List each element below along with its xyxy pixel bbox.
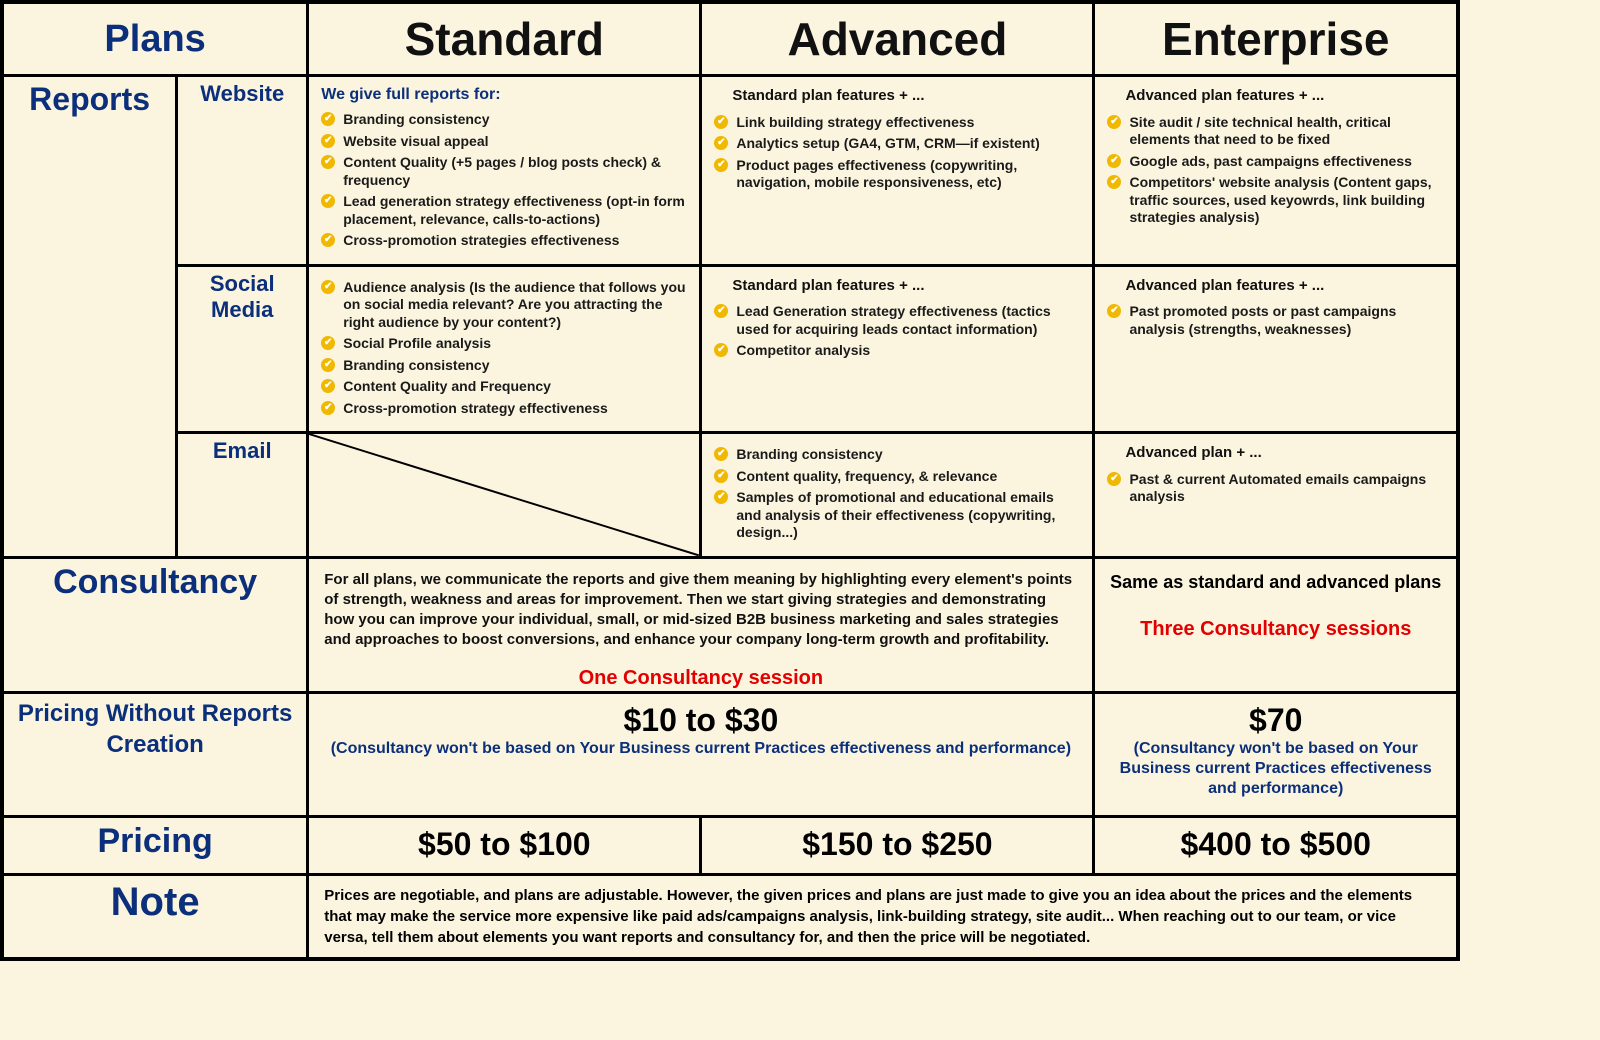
list-item: Branding consistency xyxy=(714,446,1080,464)
list-item: Samples of promotional and educational e… xyxy=(714,489,1080,542)
pricing-without-label: Pricing Without Reports Creation xyxy=(2,692,308,816)
reports-email-row: Email Branding consistency Content qualit… xyxy=(2,433,1458,558)
website-standard-list: Branding consistency Website visual appea… xyxy=(321,111,687,250)
tier-enterprise-header: Enterprise xyxy=(1094,2,1458,76)
pricing-row: Pricing $50 to $100 $150 to $250 $400 to… xyxy=(2,816,1458,874)
note-text: Prices are negotiable, and plans are adj… xyxy=(310,877,1455,956)
website-standard-cell: We give full reports for: Branding consi… xyxy=(308,76,701,266)
note-label: Note xyxy=(2,874,308,959)
pricing-without-ent-note: (Consultancy won't be based on Your Busi… xyxy=(1099,739,1452,805)
email-enterprise-list: Past & current Automated emails campaign… xyxy=(1107,471,1444,506)
pricing-without-ent-price: $70 xyxy=(1099,702,1452,739)
website-enterprise-lead: Advanced plan features + ... xyxy=(1125,87,1444,106)
list-item: Website visual appeal xyxy=(321,133,687,151)
list-item: Past & current Automated emails campaign… xyxy=(1107,471,1444,506)
social-advanced-lead: Standard plan features + ... xyxy=(732,277,1080,296)
social-sublabel: Social Media xyxy=(177,265,308,433)
list-item: Content Quality (+5 pages / blog posts c… xyxy=(321,154,687,189)
social-advanced-list: Lead Generation strategy effectiveness (… xyxy=(714,303,1080,360)
website-enterprise-cell: Advanced plan features + ... Site audit … xyxy=(1094,76,1458,266)
note-cell: Prices are negotiable, and plans are adj… xyxy=(308,874,1458,959)
email-standard-na-cell xyxy=(308,433,701,558)
pricing-standard: $50 to $100 xyxy=(308,816,701,874)
website-enterprise-list: Site audit / site technical health, crit… xyxy=(1107,114,1444,227)
social-standard-cell: Audience analysis (Is the audience that … xyxy=(308,265,701,433)
list-item: Content quality, frequency, & relevance xyxy=(714,468,1080,486)
list-item: Product pages effectiveness (copywriting… xyxy=(714,157,1080,192)
list-item: Competitors' website analysis (Content g… xyxy=(1107,174,1444,227)
email-enterprise-cell: Advanced plan + ... Past & current Autom… xyxy=(1094,433,1458,558)
social-enterprise-lead: Advanced plan features + ... xyxy=(1125,277,1444,296)
website-advanced-list: Link building strategy effectiveness Anal… xyxy=(714,114,1080,192)
list-item: Lead generation strategy effectiveness (… xyxy=(321,193,687,228)
list-item: Site audit / site technical health, crit… xyxy=(1107,114,1444,149)
list-item: Audience analysis (Is the audience that … xyxy=(321,279,687,332)
website-standard-lead: We give full reports for: xyxy=(321,85,687,105)
list-item: Cross-promotion strategy effectiveness xyxy=(321,400,687,418)
list-item: Lead Generation strategy effectiveness (… xyxy=(714,303,1080,338)
social-advanced-cell: Standard plan features + ... Lead Genera… xyxy=(701,265,1094,433)
list-item: Content Quality and Frequency xyxy=(321,378,687,396)
consultancy-text: For all plans, we communicate the report… xyxy=(310,560,1091,661)
pricing-without-ent-cell: $70 (Consultancy won't be based on Your … xyxy=(1094,692,1458,816)
header-row: Plans Standard Advanced Enterprise xyxy=(2,2,1458,76)
pricing-without-stdadv-cell: $10 to $30 (Consultancy won't be based o… xyxy=(308,692,1094,816)
consultancy-ent-cell: Same as standard and advanced plans Thre… xyxy=(1094,557,1458,692)
tier-standard-header: Standard xyxy=(308,2,701,76)
pricing-without-stdadv-price: $10 to $30 xyxy=(313,702,1088,739)
pricing-enterprise: $400 to $500 xyxy=(1094,816,1458,874)
list-item: Social Profile analysis xyxy=(321,335,687,353)
social-standard-list: Audience analysis (Is the audience that … xyxy=(321,279,687,418)
plans-header-cell: Plans xyxy=(2,2,308,76)
consultancy-stdadv-session: One Consultancy session xyxy=(310,667,1091,690)
list-item: Branding consistency xyxy=(321,357,687,375)
reports-label: Reports xyxy=(2,76,177,558)
consultancy-row: Consultancy For all plans, we communicat… xyxy=(2,557,1458,692)
list-item: Analytics setup (GA4, GTM, CRM—if existe… xyxy=(714,135,1080,153)
consultancy-label: Consultancy xyxy=(2,557,308,692)
pricing-advanced: $150 to $250 xyxy=(701,816,1094,874)
website-sublabel: Website xyxy=(177,76,308,266)
consultancy-stdadv-cell: For all plans, we communicate the report… xyxy=(308,557,1094,692)
list-item: Google ads, past campaigns effectiveness xyxy=(1107,153,1444,171)
plans-label: Plans xyxy=(8,18,302,61)
tier-advanced-header: Advanced xyxy=(701,2,1094,76)
list-item: Cross-promotion strategies effectiveness xyxy=(321,232,687,250)
pricing-label: Pricing xyxy=(2,816,308,874)
email-advanced-list: Branding consistency Content quality, fre… xyxy=(714,446,1080,542)
email-advanced-cell: Branding consistency Content quality, fre… xyxy=(701,433,1094,558)
website-advanced-cell: Standard plan features + ... Link buildi… xyxy=(701,76,1094,266)
pricing-without-stdadv-note: (Consultancy won't be based on Your Busi… xyxy=(313,739,1088,765)
list-item: Past promoted posts or past campaigns an… xyxy=(1107,303,1444,338)
list-item: Competitor analysis xyxy=(714,342,1080,360)
reports-website-row: Reports Website We give full reports for… xyxy=(2,76,1458,266)
social-enterprise-list: Past promoted posts or past campaigns an… xyxy=(1107,303,1444,338)
website-advanced-lead: Standard plan features + ... xyxy=(732,87,1080,106)
note-row: Note Prices are negotiable, and plans ar… xyxy=(2,874,1458,959)
pricing-without-row: Pricing Without Reports Creation $10 to … xyxy=(2,692,1458,816)
reports-social-row: Social Media Audience analysis (Is the a… xyxy=(2,265,1458,433)
social-enterprise-cell: Advanced plan features + ... Past promot… xyxy=(1094,265,1458,433)
diagonal-slash-icon xyxy=(309,434,699,556)
email-enterprise-lead: Advanced plan + ... xyxy=(1125,444,1444,463)
list-item: Link building strategy effectiveness xyxy=(714,114,1080,132)
consultancy-ent-session: Three Consultancy sessions xyxy=(1101,615,1450,644)
list-item: Branding consistency xyxy=(321,111,687,129)
consultancy-ent-line1: Same as standard and advanced plans xyxy=(1101,569,1450,595)
email-sublabel: Email xyxy=(177,433,308,558)
pricing-comparison-table: Plans Standard Advanced Enterprise Repor… xyxy=(0,0,1460,961)
